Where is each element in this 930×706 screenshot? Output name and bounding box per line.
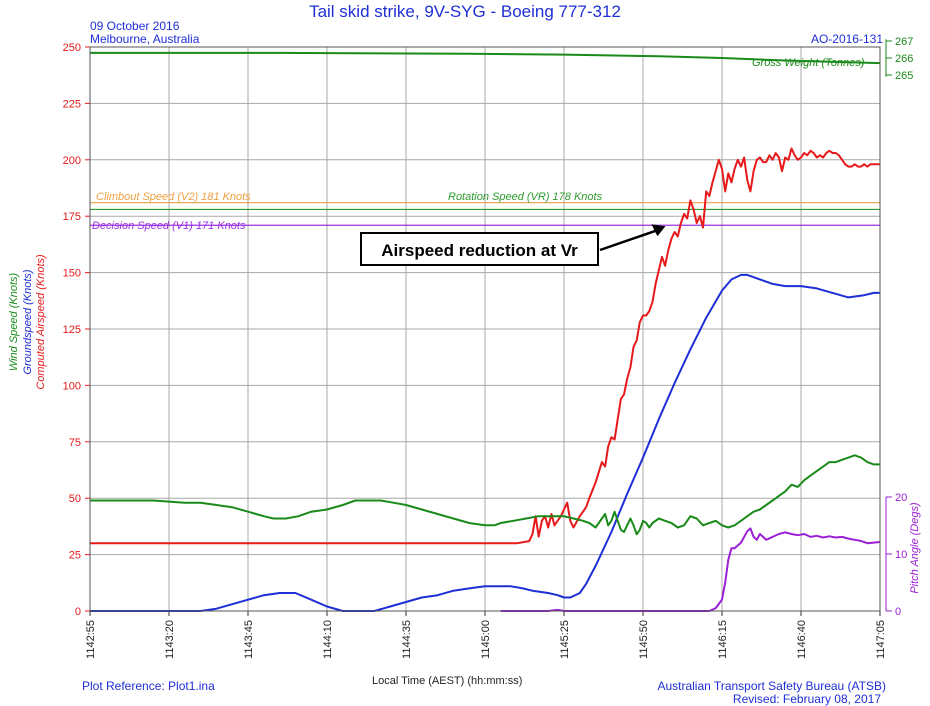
y-tick-label: 150 xyxy=(63,268,81,280)
y-tick-label: 225 xyxy=(63,98,81,110)
x-tick-label: 1144:35 xyxy=(401,620,413,659)
reference-line-label: Rotation Speed (VR) 178 Knots xyxy=(448,191,603,203)
gross-weight-line xyxy=(90,51,881,65)
x-axis-label: Local Time (AEST) (hh:mm:ss) xyxy=(372,675,523,687)
x-tick-label: 1142:55 xyxy=(85,620,97,659)
y-tick-label: 175 xyxy=(63,211,81,223)
annotation-box xyxy=(360,232,599,266)
weight-tick-label: 267 xyxy=(895,36,913,48)
y-axis-label-wind: Wind Speed (Knots) xyxy=(8,272,20,371)
y-tick-label: 200 xyxy=(63,155,81,167)
x-tick-label: 1145:25 xyxy=(559,620,571,659)
report-id: AO-2016-131 xyxy=(810,32,883,46)
pitch-tick-label: 20 xyxy=(895,492,907,504)
pitch-tick-label: 10 xyxy=(895,549,907,561)
annotation: Airspeed reduction at Vr xyxy=(360,224,666,266)
pitch-axis-label: Pitch Angle (Degs) xyxy=(909,502,921,594)
annotation-arrow-line xyxy=(599,229,658,252)
groundspeed-line xyxy=(90,273,880,612)
annotation-text: Airspeed reduction at Vr xyxy=(381,241,578,260)
weight-tick-label: 266 xyxy=(895,53,913,65)
y-tick-label: 50 xyxy=(69,493,81,505)
x-tick-label: 1145:50 xyxy=(638,620,650,659)
x-tick-label: 1144:10 xyxy=(322,620,334,659)
reference-line-label: Decision Speed (V1) 171 Knots xyxy=(92,220,246,232)
x-tick-label: 1147:05 xyxy=(875,620,887,659)
y-tick-label: 125 xyxy=(63,324,81,336)
x-tick-label: 1145:00 xyxy=(480,620,492,659)
y-tick-label: 250 xyxy=(63,42,81,54)
gross-weight-label: Gross Weight (Tonnes) xyxy=(752,57,865,69)
incident-location: Melbourne, Australia xyxy=(90,32,200,46)
y-axis-label-groundspeed: Groundspeed (Knots) xyxy=(22,269,34,375)
chart-title: Tail skid strike, 9V-SYG - Boeing 777-31… xyxy=(309,2,621,21)
data-series: Gross Weight (Tonnes) xyxy=(90,51,881,612)
plot-frame xyxy=(89,46,881,612)
y-axis-label-airspeed: Computed Airspeed (Knots) xyxy=(35,254,47,390)
pitch-angle-line xyxy=(500,527,881,612)
grid-lines xyxy=(90,46,880,611)
reference-line-label: Climbout Speed (V2) 181 Knots xyxy=(96,191,251,203)
y-tick-label: 75 xyxy=(69,437,81,449)
weight-tick-label: 265 xyxy=(895,70,913,82)
x-tick-label: 1143:45 xyxy=(243,620,255,659)
y-tick-label: 0 xyxy=(75,606,81,618)
plot-reference: Plot Reference: Plot1.ina xyxy=(82,679,215,693)
x-tick-label: 1146:15 xyxy=(717,620,729,659)
annotation-arrow-head xyxy=(651,224,666,237)
agency-name: Australian Transport Safety Bureau (ATSB… xyxy=(657,679,886,693)
wind-speed-line xyxy=(90,454,880,536)
y-tick-label: 25 xyxy=(69,550,81,562)
x-tick-label: 1146:40 xyxy=(796,620,808,659)
incident-date: 09 October 2016 xyxy=(90,19,180,33)
revision-date: Revised: February 08, 2017 xyxy=(732,692,881,706)
pitch-tick-label: 0 xyxy=(895,606,901,618)
y-tick-label: 100 xyxy=(63,380,81,392)
airspeed-line xyxy=(90,147,880,545)
x-tick-label: 1143:20 xyxy=(164,620,176,659)
reference-lines: Climbout Speed (V2) 181 Knots Rotation Sp… xyxy=(90,191,880,232)
